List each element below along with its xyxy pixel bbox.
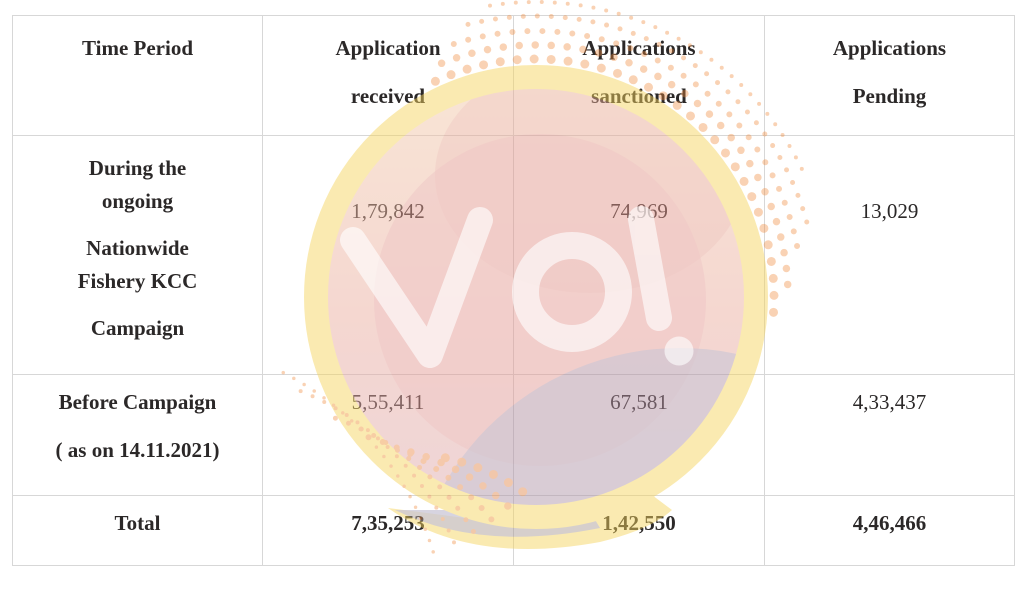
cell-period-campaign: During the ongoing Nationwide Fishery KC… xyxy=(12,135,263,375)
cell-pending-total: 4,46,466 xyxy=(764,495,1015,566)
cell-sanctioned-total: 1,42,550 xyxy=(513,495,765,566)
period-line: During the ongoing xyxy=(88,156,187,213)
cell-pending-campaign: 13,029 xyxy=(764,135,1015,375)
period-line: Campaign xyxy=(90,316,185,340)
cell-sanctioned-campaign: 74,969 xyxy=(513,135,765,375)
table-header-row: Time Period Application received Applica… xyxy=(12,15,1015,136)
header-applications-pending: Applications Pending xyxy=(764,15,1015,136)
table-total-row: Total 7,35,253 1,42,550 4,46,466 xyxy=(12,495,1015,566)
period-line: ( as on 14.11.2021) xyxy=(55,438,220,462)
table-row: Before Campaign ( as on 14.11.2021) 5,55… xyxy=(12,374,1015,496)
kcc-applications-table: Time Period Application received Applica… xyxy=(12,15,1015,566)
cell-period-before: Before Campaign ( as on 14.11.2021) xyxy=(12,374,263,496)
cell-sanctioned-before: 67,581 xyxy=(513,374,765,496)
table-row: During the ongoing Nationwide Fishery KC… xyxy=(12,135,1015,375)
period-line: Before Campaign xyxy=(58,390,217,414)
period-line: Nationwide Fishery KCC xyxy=(77,236,198,293)
header-time-period: Time Period xyxy=(12,15,263,136)
header-application-received: Application received xyxy=(262,15,514,136)
cell-received-before: 5,55,411 xyxy=(262,374,514,496)
cell-period-total: Total xyxy=(12,495,263,566)
cell-pending-before: 4,33,437 xyxy=(764,374,1015,496)
cell-received-total: 7,35,253 xyxy=(262,495,514,566)
cell-received-campaign: 1,79,842 xyxy=(262,135,514,375)
header-applications-sanctioned: Applications sanctioned xyxy=(513,15,765,136)
